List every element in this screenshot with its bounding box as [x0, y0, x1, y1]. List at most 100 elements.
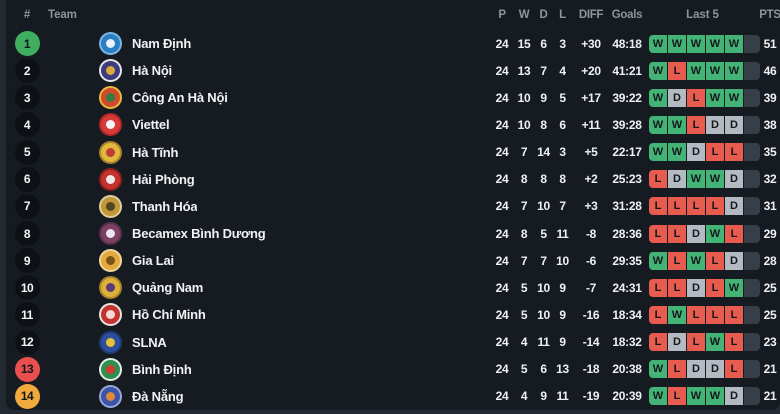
form-result-5: W — [725, 278, 743, 297]
form-result-3: W — [687, 170, 705, 189]
form-result-1: W — [649, 360, 667, 379]
draws-value: 8 — [540, 172, 547, 187]
form-result-5: L — [725, 360, 743, 379]
played-value: 24 — [495, 253, 509, 268]
rank-badge: 2 — [14, 58, 40, 84]
points-value: 21 — [763, 362, 777, 377]
form-result-5: D — [725, 197, 743, 216]
form-empty-slot — [744, 224, 760, 243]
team-crest-icon — [99, 357, 122, 381]
form-bar: L D W W D — [649, 170, 760, 189]
form-empty-slot — [744, 61, 760, 80]
form-empty-slot — [744, 333, 760, 352]
header-wins: W — [518, 9, 530, 21]
crest-inner — [106, 93, 115, 103]
goals-value: 25:23 — [612, 172, 642, 187]
form-empty-slot — [744, 251, 760, 270]
table-row[interactable]: 5 Hà Tĩnh 24 7 14 3 +5 22:17 W W D L L 3… — [6, 139, 780, 166]
form-result-2: L — [668, 251, 686, 270]
draws-value: 10 — [537, 199, 550, 214]
form-result-1: W — [649, 61, 667, 80]
form-empty-slot — [744, 34, 760, 53]
points-value: 35 — [763, 145, 777, 160]
header-goals: Goals — [611, 9, 643, 21]
last5-form: W L W W W — [645, 61, 760, 80]
rank-badge: 13 — [14, 356, 40, 382]
form-result-4: L — [706, 251, 724, 270]
table-row[interactable]: 14 Đà Nẵng 24 4 9 11 -19 20:39 W L W W D… — [6, 383, 780, 410]
table-row[interactable]: 4 Viettel 24 10 8 6 +11 39:28 W W L D D … — [6, 111, 780, 138]
team-crest-icon — [99, 86, 122, 110]
form-bar: L L D W L — [649, 224, 760, 243]
form-empty-slot — [744, 360, 760, 379]
table-row[interactable]: 9 Gia Lai 24 7 7 10 -6 29:35 W L W L D 2… — [6, 247, 780, 274]
table-row[interactable]: 2 Hà Nội 24 13 7 4 +20 41:21 W L W W W 4… — [6, 57, 780, 84]
crest-inner — [106, 256, 115, 266]
form-empty-slot — [744, 278, 760, 297]
wins-value: 8 — [520, 226, 528, 241]
table-row[interactable]: 3 Công An Hà Nội 24 10 9 5 +17 39:22 W D… — [6, 84, 780, 111]
draws-value: 14 — [537, 145, 550, 160]
draws-value: 11 — [537, 335, 550, 350]
form-result-5: D — [725, 115, 743, 134]
form-result-1: W — [649, 387, 667, 406]
points-value: 32 — [763, 172, 777, 187]
form-result-3: L — [687, 88, 705, 107]
team-crest-icon — [99, 32, 122, 56]
table-row[interactable]: 11 Hồ Chí Minh 24 5 10 9 -16 18:34 L W L… — [6, 301, 780, 328]
standings-table: # Team P W D L DIFF Goals Last 5 PTS 1 N… — [6, 0, 780, 410]
team-name: Quảng Nam — [132, 280, 204, 296]
team-crest-icon — [99, 303, 122, 327]
team-crest-icon — [99, 384, 122, 408]
form-result-5: L — [725, 224, 743, 243]
team-crest-icon — [99, 113, 122, 137]
played-value: 24 — [495, 280, 509, 295]
last5-form: L D W W D — [645, 170, 760, 189]
table-row[interactable]: 8 Becamex Bình Dương 24 8 5 11 -8 28:36 … — [6, 220, 780, 247]
header-rank: # — [23, 9, 31, 21]
team-crest-icon — [99, 167, 122, 191]
losses-value: 9 — [559, 335, 566, 350]
goals-value: 29:35 — [612, 253, 642, 268]
goals-value: 41:21 — [612, 63, 642, 78]
form-result-2: D — [668, 170, 686, 189]
table-row[interactable]: 12 SLNA 24 4 11 9 -14 18:32 L D L W L 23 — [6, 329, 780, 356]
form-result-3: W — [687, 387, 705, 406]
team-name: Thanh Hóa — [132, 198, 198, 214]
points-value: 39 — [763, 90, 777, 105]
form-result-5: L — [725, 333, 743, 352]
form-result-1: L — [649, 170, 667, 189]
points-value: 46 — [763, 63, 777, 78]
crest-inner — [106, 39, 115, 49]
goals-value: 20:39 — [612, 389, 642, 404]
table-row[interactable]: 10 Quảng Nam 24 5 10 9 -7 24:31 L L D L … — [6, 274, 780, 301]
goal-diff-value: +2 — [584, 172, 598, 187]
form-result-3: W — [687, 251, 705, 270]
form-bar: L L L L D — [649, 197, 760, 216]
form-result-5: L — [725, 305, 743, 324]
crest-inner — [106, 201, 115, 211]
crest-inner — [106, 364, 115, 374]
crest-inner — [106, 229, 115, 239]
wins-value: 7 — [520, 199, 528, 214]
form-result-2: L — [668, 61, 686, 80]
table-row[interactable]: 1 Nam Định 24 15 6 3 +30 48:18 W W W W W… — [6, 30, 780, 57]
losses-value: 3 — [559, 36, 566, 51]
table-row[interactable]: 7 Thanh Hóa 24 7 10 7 +3 31:28 L L L L D… — [6, 193, 780, 220]
wins-value: 15 — [517, 36, 531, 51]
crest-inner — [106, 174, 115, 184]
rank-badge: 14 — [14, 383, 40, 409]
last5-form: L D L W L — [645, 333, 760, 352]
form-bar: W L W W D — [649, 387, 760, 406]
form-result-4: D — [706, 360, 724, 379]
team-crest-icon — [99, 59, 122, 83]
points-value: 25 — [763, 280, 777, 295]
table-row[interactable]: 6 Hải Phòng 24 8 8 8 +2 25:23 L D W W D … — [6, 166, 780, 193]
wins-value: 13 — [517, 63, 531, 78]
table-row[interactable]: 13 Bình Định 24 5 6 13 -18 20:38 W L D D… — [6, 356, 780, 383]
form-result-4: W — [706, 34, 724, 53]
goal-diff-value: -7 — [585, 280, 597, 295]
form-result-3: L — [687, 197, 705, 216]
form-empty-slot — [744, 197, 760, 216]
goals-value: 31:28 — [612, 199, 642, 214]
